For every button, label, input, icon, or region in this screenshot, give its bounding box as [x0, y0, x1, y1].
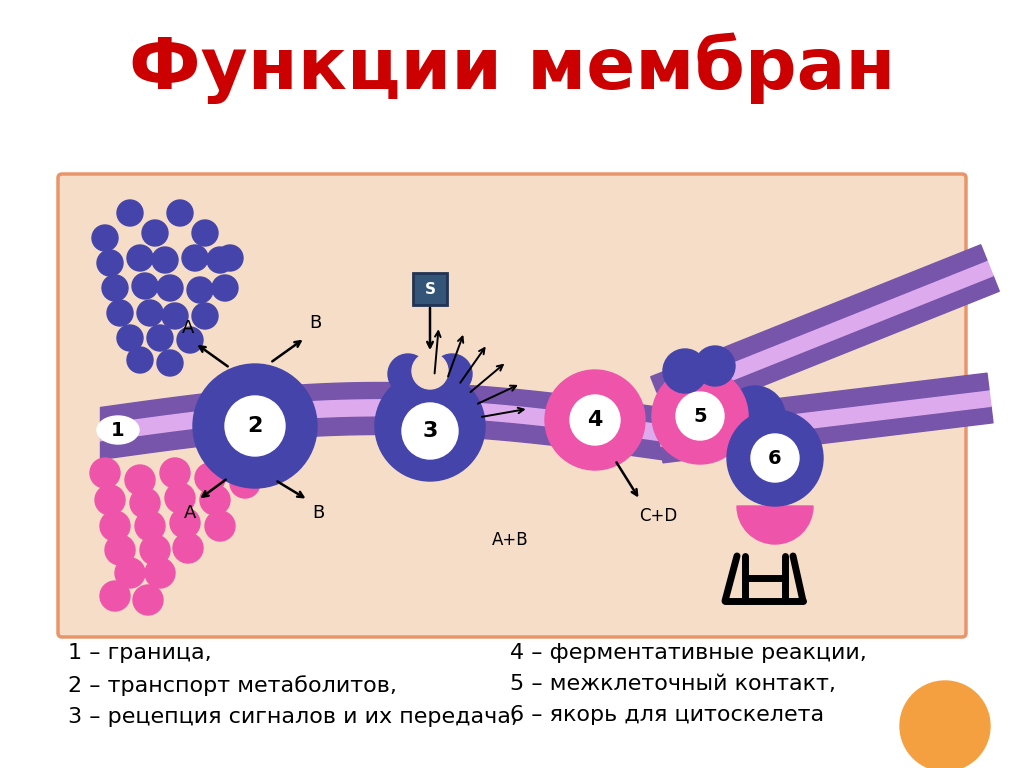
Text: 1 – граница,
2 – транспорт метаболитов,
3 – рецепция сигналов и их передача,: 1 – граница, 2 – транспорт метаболитов, … [68, 643, 518, 727]
Circle shape [193, 303, 218, 329]
Circle shape [173, 533, 203, 563]
Circle shape [152, 247, 178, 273]
Circle shape [432, 354, 472, 394]
Text: A+B: A+B [492, 531, 528, 549]
Text: 3: 3 [422, 421, 437, 441]
Circle shape [545, 370, 645, 470]
Circle shape [676, 392, 724, 440]
Circle shape [105, 535, 135, 565]
Text: 1: 1 [112, 421, 125, 439]
Circle shape [205, 511, 234, 541]
Circle shape [725, 386, 785, 446]
Circle shape [130, 488, 160, 518]
Circle shape [117, 325, 143, 351]
Circle shape [225, 396, 285, 456]
Circle shape [727, 410, 823, 506]
Circle shape [187, 277, 213, 303]
Wedge shape [401, 371, 458, 401]
Text: B: B [312, 504, 325, 522]
Circle shape [570, 395, 620, 445]
Polygon shape [662, 406, 993, 463]
Text: 4: 4 [588, 410, 603, 430]
Circle shape [162, 303, 188, 329]
Polygon shape [659, 389, 991, 446]
Text: 4 – ферментативные реакции,
5 – межклеточный контакт,
6 – якорь для цитоскелета: 4 – ферментативные реакции, 5 – межклето… [510, 643, 866, 726]
Circle shape [133, 585, 163, 615]
Text: 5: 5 [693, 406, 707, 425]
FancyBboxPatch shape [58, 174, 966, 637]
Text: 2: 2 [248, 416, 263, 436]
Circle shape [195, 463, 225, 493]
Circle shape [695, 346, 735, 386]
Text: B: B [309, 314, 322, 332]
Circle shape [193, 220, 218, 246]
Circle shape [412, 353, 449, 389]
Ellipse shape [97, 416, 139, 444]
Circle shape [137, 300, 163, 326]
Circle shape [106, 300, 133, 326]
Circle shape [127, 347, 153, 373]
Circle shape [217, 245, 243, 271]
Polygon shape [657, 260, 993, 408]
Circle shape [97, 250, 123, 276]
Circle shape [375, 371, 485, 481]
Circle shape [177, 327, 203, 353]
Polygon shape [650, 245, 987, 392]
Circle shape [652, 368, 748, 464]
Text: 6: 6 [768, 449, 781, 468]
Circle shape [127, 245, 153, 271]
Wedge shape [737, 506, 813, 544]
Circle shape [125, 465, 155, 495]
Circle shape [117, 200, 143, 226]
Circle shape [193, 364, 317, 488]
Circle shape [115, 558, 145, 588]
Circle shape [90, 458, 120, 488]
Circle shape [167, 200, 193, 226]
Circle shape [142, 220, 168, 246]
Circle shape [135, 511, 165, 541]
Text: S: S [425, 282, 435, 296]
Circle shape [145, 558, 175, 588]
Circle shape [132, 273, 158, 299]
Circle shape [100, 511, 130, 541]
Circle shape [200, 485, 230, 515]
Circle shape [95, 485, 125, 515]
Circle shape [182, 245, 208, 271]
Circle shape [147, 325, 173, 351]
Circle shape [663, 349, 707, 393]
Circle shape [92, 225, 118, 251]
Text: A: A [182, 319, 195, 337]
Circle shape [212, 275, 238, 301]
Circle shape [900, 681, 990, 768]
Text: A: A [184, 504, 197, 522]
Circle shape [157, 350, 183, 376]
Circle shape [100, 581, 130, 611]
Circle shape [170, 508, 200, 538]
Circle shape [140, 535, 170, 565]
Circle shape [207, 247, 233, 273]
Circle shape [402, 403, 458, 459]
Polygon shape [657, 373, 989, 430]
Circle shape [388, 354, 428, 394]
Circle shape [102, 275, 128, 301]
Polygon shape [664, 276, 999, 423]
Text: Функции мембран: Функции мембран [129, 32, 895, 104]
Circle shape [230, 468, 260, 498]
Circle shape [165, 483, 195, 513]
Circle shape [157, 275, 183, 301]
Text: C+D: C+D [639, 507, 677, 525]
Circle shape [751, 434, 799, 482]
Circle shape [160, 458, 190, 488]
FancyBboxPatch shape [413, 273, 447, 305]
